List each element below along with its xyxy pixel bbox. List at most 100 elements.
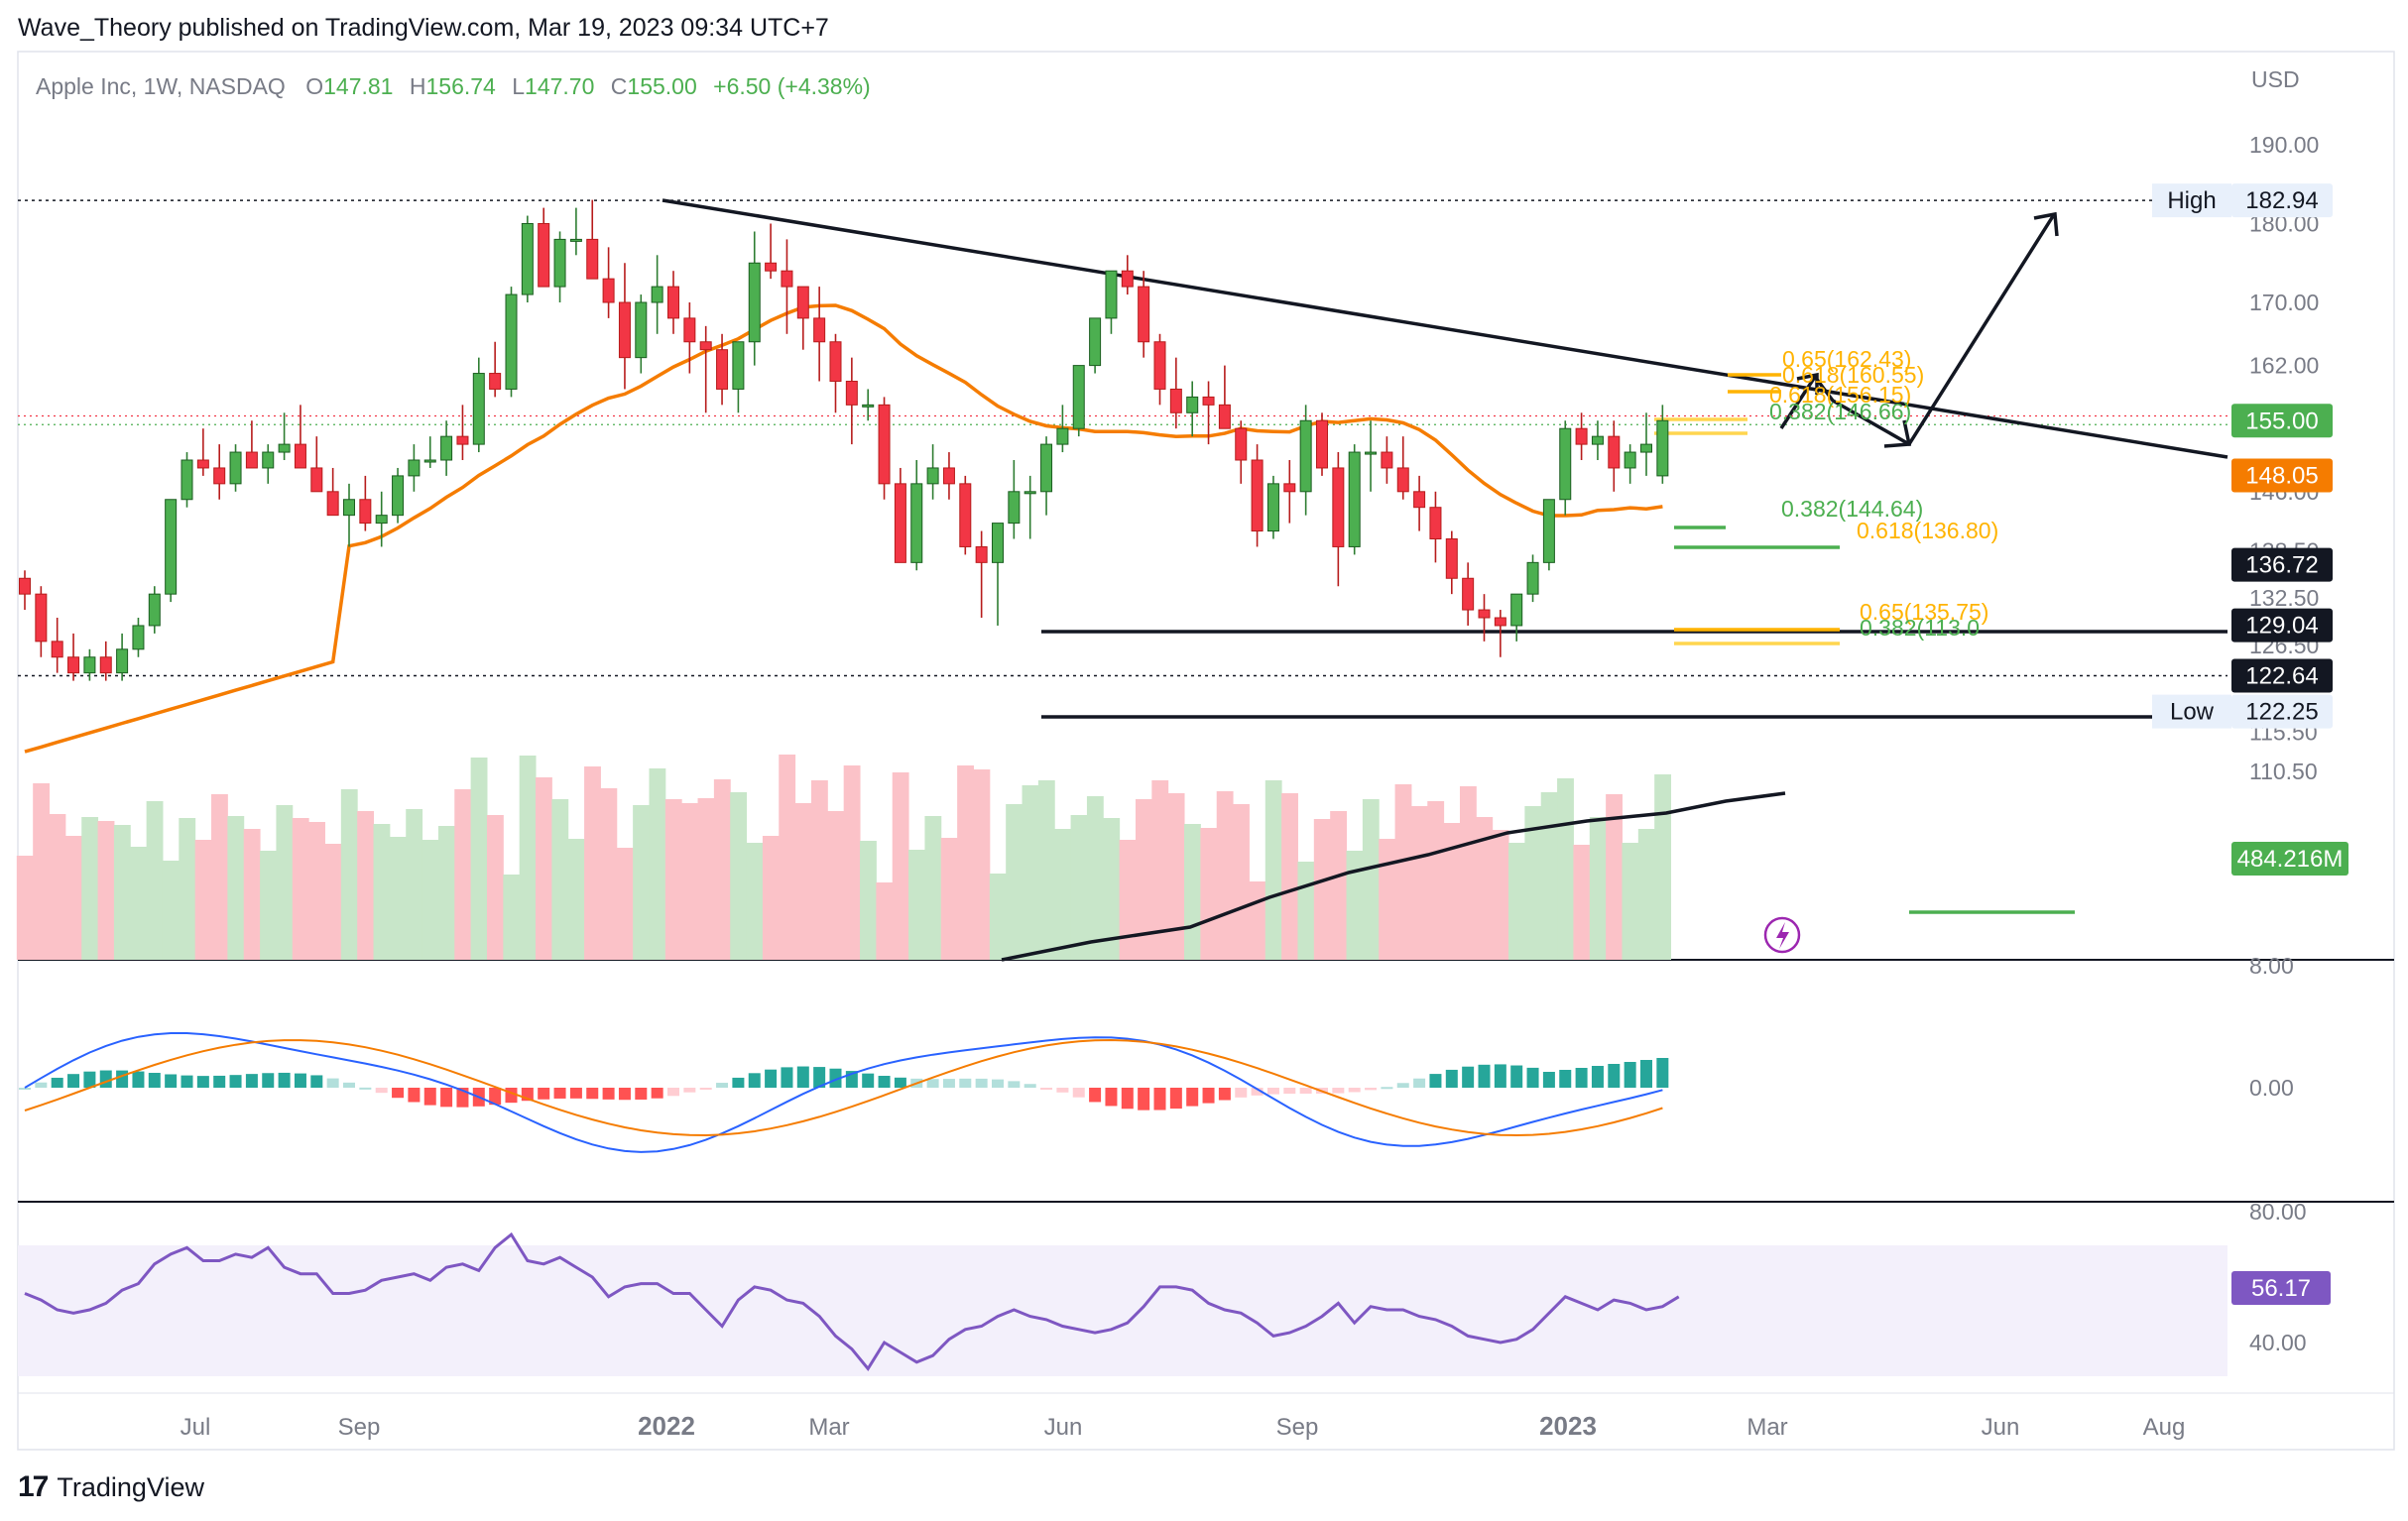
volume-bar [1037, 780, 1055, 960]
candle-body [1105, 270, 1118, 319]
candle-body [1559, 427, 1572, 501]
macd-histogram-bar [51, 1077, 63, 1088]
candle-body [538, 223, 550, 288]
candle [538, 207, 550, 288]
high-tag: 182.94 [2245, 187, 2318, 214]
volume-bar [649, 768, 666, 960]
candle-body [489, 373, 502, 390]
macd-histogram-bar [1624, 1062, 1636, 1088]
macd-histogram-bar [1365, 1088, 1378, 1091]
candle-body [926, 467, 939, 485]
volume-bar [843, 765, 861, 960]
fib-label: 0.618(136.80) [1857, 518, 1998, 543]
candle-body [748, 262, 761, 343]
candle-body [1089, 317, 1102, 367]
volume-bar [1233, 804, 1250, 960]
candle [1105, 270, 1118, 334]
price-axis-tick: 110.50 [2249, 759, 2318, 784]
macd-histogram-bar [683, 1088, 696, 1093]
support1-tag-bg [2231, 547, 2333, 582]
time-axis-tick: Sep [338, 1414, 381, 1441]
reference-lines-layer [18, 199, 2227, 677]
macd-histogram-bar [1542, 1072, 1555, 1088]
support3-tag-bg [2231, 658, 2333, 693]
macd-histogram-bar [586, 1088, 599, 1100]
candle [1056, 405, 1069, 453]
macd-histogram-bar [1640, 1060, 1652, 1088]
rsi-axis-tick: 80.00 [2249, 1199, 2307, 1225]
volume-bar [1151, 780, 1169, 960]
time-axis[interactable]: Jul Sep 2022 Mar Jun Sep 2023 Mar Jun Aug [181, 1411, 2186, 1441]
candle-body [1365, 451, 1378, 455]
arrow-head-3 [2033, 211, 2059, 237]
time-axis-tick: Sep [1276, 1414, 1319, 1441]
candle-body [716, 349, 729, 390]
candles-layer[interactable] [19, 199, 1669, 681]
candle [359, 475, 372, 531]
signal-line [24, 1038, 1663, 1137]
candle [1121, 255, 1134, 295]
low-tag-bg [2231, 694, 2333, 729]
legend-symbol: Apple Inc, 1W, NASDAQ [36, 73, 286, 99]
candle [440, 420, 453, 476]
candle [456, 405, 469, 460]
volume-bar [664, 799, 682, 960]
publish-header-text: Wave_Theory published on TradingView.com… [18, 14, 829, 42]
fib-label: 0.382(146.66) [1769, 399, 1911, 424]
candle-body [19, 577, 31, 595]
rsi-axis-tick: 40.00 [2249, 1330, 2307, 1355]
price-axis[interactable]: 190.00180.00170.00162.00155.00146.00138.… [2249, 132, 2319, 1355]
candle [1089, 317, 1102, 374]
candle-body [472, 373, 485, 445]
macd-histogram-bar [1396, 1083, 1409, 1088]
volume-bar [1200, 828, 1218, 960]
volume-bar [1379, 839, 1396, 960]
support2-tag-bg [2231, 608, 2333, 643]
tradingview-logo-icon: 17 [18, 1470, 49, 1503]
candle [586, 199, 599, 280]
candle-body [392, 475, 405, 517]
volume-bar [1184, 824, 1201, 960]
candle-body [359, 499, 372, 525]
candle-body [1072, 365, 1085, 429]
candle [1494, 610, 1506, 657]
candle [1153, 333, 1166, 406]
candle-body [1332, 467, 1345, 547]
volume-bar [1070, 815, 1088, 960]
volume-bar [1264, 780, 1282, 960]
candle-body [132, 625, 145, 650]
candle [1365, 420, 1378, 492]
volume-bar [713, 779, 731, 960]
volume-bar [779, 755, 796, 960]
candle-body [683, 317, 696, 343]
macd-histogram-bar [1218, 1088, 1231, 1101]
volume-bar [892, 772, 909, 960]
candle-body [975, 545, 988, 563]
macd-histogram-bar [1056, 1088, 1069, 1093]
macd-histogram-bar [1526, 1067, 1539, 1088]
volume-bar [227, 816, 245, 960]
legend-open-value: 147.81 [323, 73, 393, 99]
candle [35, 586, 48, 657]
candle-body [51, 641, 63, 658]
candle-body [1121, 270, 1134, 288]
volume-bar [113, 825, 131, 960]
candle-body [1429, 507, 1442, 540]
candle [1381, 436, 1393, 484]
legend-low-value: 147.70 [525, 73, 594, 99]
macd-histogram-bar [1235, 1088, 1248, 1098]
candle-body [862, 404, 875, 408]
volume-bar [567, 839, 585, 960]
candle [83, 648, 96, 681]
macd-histogram-bar [326, 1078, 339, 1088]
legend-change: +6.50 (+4.38%) [713, 73, 871, 99]
macd-histogram-bar [35, 1082, 48, 1088]
candle-body [278, 443, 291, 453]
candle-body [83, 656, 96, 674]
volume-bar [924, 816, 942, 960]
candle [262, 444, 275, 484]
lightning-icon[interactable] [1763, 916, 1801, 954]
candle-body [1396, 467, 1409, 493]
candle [862, 389, 875, 421]
